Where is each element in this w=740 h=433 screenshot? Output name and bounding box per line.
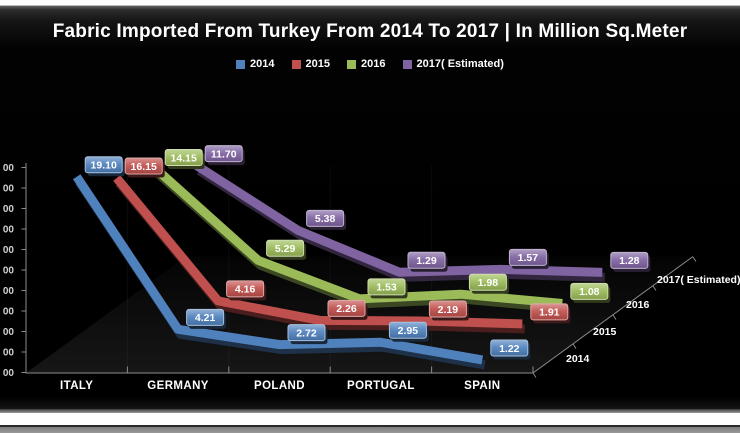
- svg-text:14.15: 14.15: [171, 152, 197, 164]
- value-label: 2.26: [327, 299, 368, 320]
- category-label: SPAIN: [464, 380, 500, 392]
- value-label: 16.15: [124, 157, 165, 178]
- value-label: 2.95: [388, 321, 429, 342]
- svg-text:1.57: 1.57: [518, 252, 539, 264]
- value-label: 11.70: [204, 145, 245, 166]
- x-axis: ITALY GERMANY POLAND PORTUGAL SPAIN: [25, 366, 534, 392]
- value-label: 2.19: [428, 300, 469, 321]
- legend-item-2017Estimated: 2017( Estimated): [402, 58, 504, 70]
- frame-bottom-edge: [0, 409, 740, 413]
- svg-text:2.95: 2.95: [398, 325, 419, 337]
- value-label: 19.10: [84, 156, 125, 177]
- svg-text:2.19: 2.19: [438, 304, 459, 316]
- value-label: 1.57: [508, 248, 549, 269]
- svg-text:5.29: 5.29: [275, 243, 296, 255]
- svg-text:1.29: 1.29: [416, 255, 437, 267]
- frame-drop-shadow: [0, 427, 740, 433]
- y-tick-label: 00: [3, 184, 15, 195]
- depth-axis-label: 2015: [593, 326, 617, 338]
- y-tick-label: 00: [3, 368, 15, 379]
- depth-axis-label: 2017( Estimated): [657, 274, 740, 286]
- legend: 2014 2015 2016 2017( Estimated): [0, 58, 740, 70]
- y-tick-label: 00: [3, 307, 15, 318]
- value-label: 4.21: [186, 308, 227, 329]
- svg-text:1.98: 1.98: [478, 277, 499, 289]
- legend-swatch: [236, 59, 246, 69]
- page-margin-top: [0, 0, 740, 6]
- value-label: 1.29: [407, 251, 448, 272]
- legend-label: 2016: [361, 58, 386, 70]
- y-axis: 00 00 00 00 00 00 00 00 00 00 00: [3, 163, 27, 379]
- value-label: 2.72: [287, 324, 328, 345]
- value-label: 14.15: [164, 148, 205, 169]
- ribbon-2014: [72, 174, 486, 370]
- category-label: ITALY: [60, 380, 93, 392]
- svg-text:1.22: 1.22: [499, 343, 520, 355]
- chart-title: Fabric Imported From Turkey From 2014 To…: [52, 21, 688, 42]
- legend-swatch: [347, 59, 357, 69]
- y-tick-label: 00: [3, 266, 15, 277]
- value-label: 4.16: [226, 280, 267, 301]
- legend-swatch: [402, 59, 412, 69]
- svg-text:2.72: 2.72: [296, 327, 317, 339]
- svg-text:5.38: 5.38: [315, 213, 336, 225]
- svg-text:16.15: 16.15: [131, 161, 157, 173]
- y-tick-label: 00: [3, 286, 15, 297]
- value-label: 1.53: [367, 278, 408, 299]
- y-tick-label: 00: [3, 245, 15, 256]
- legend-swatch: [291, 59, 301, 69]
- svg-text:1.28: 1.28: [619, 255, 640, 267]
- y-tick-label: 00: [3, 348, 15, 359]
- y-tick-label: 00: [3, 225, 15, 236]
- y-tick-label: 00: [3, 327, 15, 338]
- category-label: POLAND: [254, 380, 305, 392]
- svg-text:4.21: 4.21: [195, 312, 216, 324]
- value-label: 1.98: [468, 273, 509, 294]
- depth-axis-label: 2016: [626, 299, 650, 311]
- legend-label: 2017( Estimated): [416, 58, 504, 70]
- frame-shadow-line: [0, 425, 740, 427]
- legend-item-2016: 2016: [347, 58, 386, 70]
- y-tick-label: 00: [3, 204, 15, 215]
- depth-axis-label: 2014: [566, 353, 590, 365]
- svg-text:2.26: 2.26: [336, 303, 357, 315]
- value-label: 5.38: [306, 209, 347, 230]
- depth-axis: 2014 2015 2016 2017( Estimated): [532, 256, 740, 378]
- svg-text:11.70: 11.70: [211, 148, 237, 160]
- svg-text:19.10: 19.10: [91, 160, 117, 172]
- value-label: 1.91: [530, 303, 571, 324]
- legend-item-2015: 2015: [291, 58, 331, 70]
- legend-label: 2014: [250, 58, 275, 70]
- svg-text:1.53: 1.53: [376, 282, 397, 294]
- ribbon-2017( Estimated): [194, 161, 605, 282]
- value-label: 1.28: [610, 251, 651, 272]
- value-label: 1.08: [570, 282, 611, 303]
- page-margin-bottom: [0, 413, 740, 425]
- svg-text:1.08: 1.08: [579, 286, 600, 298]
- legend-label: 2015: [305, 58, 331, 70]
- svg-text:1.91: 1.91: [539, 307, 560, 319]
- value-label: 1.22: [490, 339, 531, 360]
- category-label: GERMANY: [147, 380, 209, 392]
- category-label: PORTUGAL: [347, 380, 415, 392]
- legend-item-2014: 2014: [236, 58, 275, 70]
- value-label: 5.29: [266, 239, 307, 260]
- svg-text:4.16: 4.16: [235, 284, 256, 296]
- y-tick-label: 00: [3, 163, 15, 174]
